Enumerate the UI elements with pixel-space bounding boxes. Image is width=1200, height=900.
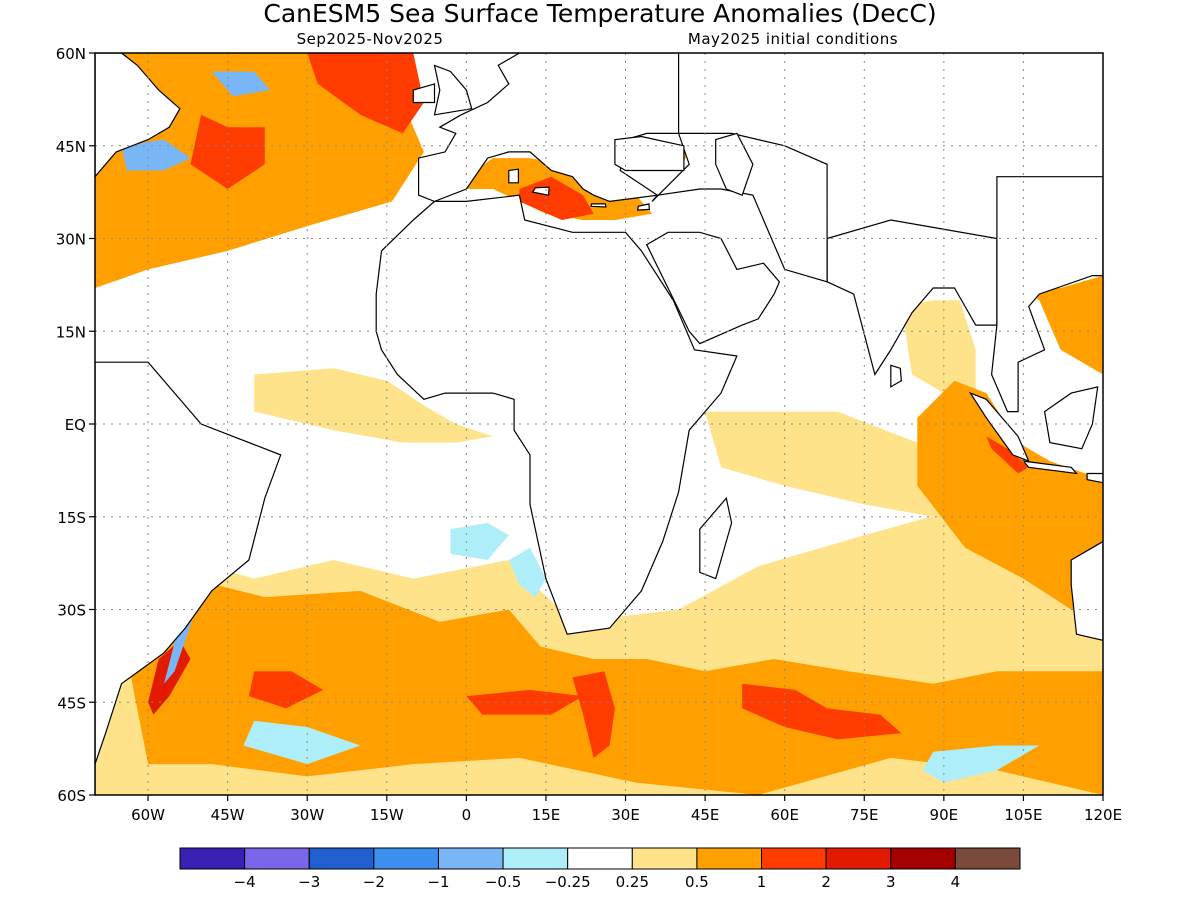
- lon-tick-label: 45E: [691, 806, 720, 824]
- land-north-america: [95, 53, 181, 178]
- land-sumatra: [968, 391, 1030, 463]
- colorbar-label: −0.25: [545, 873, 591, 891]
- lat-tick-label: 30S: [57, 602, 86, 620]
- colorbar: −4 −3 −2 −1 −0.5 −0.25 0.25 0.5 1 2 3 4: [179, 847, 1021, 891]
- anomaly-region-1: [121, 578, 1103, 795]
- land-great-britain: [433, 64, 473, 116]
- lat-tick-label: 45S: [57, 694, 86, 712]
- colorbar-swatch: [696, 847, 763, 870]
- anomaly-region-20: [917, 380, 1103, 610]
- lon-tick-label: 15E: [532, 806, 561, 824]
- lat-tick-label: 60S: [57, 787, 86, 805]
- subtitle-season: Sep2025-Nov2025: [297, 30, 444, 48]
- anomaly-region-21: [1007, 275, 1103, 375]
- lon-tick-label: 30E: [611, 806, 640, 824]
- lat-tick-label: EQ: [65, 416, 86, 434]
- anomaly-layer: [95, 53, 1103, 795]
- land-ireland: [412, 83, 436, 104]
- land-se-asia: [990, 176, 1103, 413]
- land-java: [1021, 460, 1078, 475]
- colorbar-swatch: [825, 847, 892, 870]
- subtitle-initial-conditions: May2025 initial conditions: [688, 30, 898, 48]
- colorbar-swatch: [437, 847, 504, 870]
- anomaly-region-16: [211, 71, 271, 97]
- graticule: [95, 53, 1103, 795]
- colorbar-swatch: [631, 847, 698, 870]
- land-cyprus: [636, 203, 651, 211]
- land-south-america: [95, 361, 282, 795]
- land-india: [826, 219, 998, 376]
- colorbar-label: 0.25: [616, 873, 649, 891]
- land-layer: [95, 53, 1103, 795]
- lon-tick-label: 30W: [290, 806, 324, 824]
- lat-tick-label: 15N: [56, 323, 86, 341]
- lake-black-sea: [614, 135, 685, 172]
- lon-tick-label: 45W: [211, 806, 245, 824]
- colorbar-swatch: [567, 847, 633, 870]
- land-sicily: [531, 186, 550, 196]
- colorbar-label: −4: [234, 873, 256, 891]
- lon-tick-label: 105E: [1004, 806, 1042, 824]
- anomaly-region-17: [254, 368, 493, 443]
- lon-tick-label: 0: [462, 806, 472, 824]
- colorbar-swatch: [244, 847, 310, 870]
- anomaly-region-8: [243, 720, 361, 765]
- land-sri-lanka: [890, 364, 903, 388]
- latitude-labels: 60N 45N 30N 15N EQ 15S 30S 45S 60S: [56, 45, 95, 805]
- lon-tick-label: 60E: [770, 806, 799, 824]
- anomaly-region-13: [307, 53, 424, 134]
- lon-tick-label: 60W: [131, 806, 165, 824]
- colorbar-swatch: [761, 847, 827, 870]
- colorbar-swatch: [308, 847, 375, 870]
- anomaly-region-11: [508, 547, 546, 598]
- anomaly-region-5: [742, 683, 902, 740]
- lat-tick-label: 30N: [56, 231, 86, 249]
- lat-tick-label: 60N: [56, 45, 86, 63]
- colorbar-label: 2: [821, 873, 831, 891]
- lon-tick-label: 120E: [1084, 806, 1122, 824]
- colorbar-label: 0.5: [685, 873, 709, 891]
- anomaly-region-3: [466, 689, 584, 715]
- land-asia-interior: [651, 132, 828, 283]
- colorbar-swatch: [890, 847, 956, 870]
- lon-tick-label: 15W: [370, 806, 404, 824]
- anomaly-region-19: [901, 300, 976, 394]
- anomaly-region-2: [248, 671, 324, 709]
- anomaly-region-10: [450, 522, 509, 560]
- land-crete: [590, 203, 607, 208]
- colorbar-swatch: [179, 847, 246, 870]
- anomaly-region-4: [572, 671, 615, 758]
- colorbar-swatch: [502, 847, 569, 870]
- colorbar-label: 4: [951, 873, 961, 891]
- colorbar-label: −1: [427, 873, 449, 891]
- colorbar-swatch: [373, 847, 439, 870]
- land-madagascar: [699, 496, 733, 580]
- lake-caspian: [715, 132, 754, 196]
- land-borneo: [1043, 386, 1099, 450]
- land-arabia: [645, 231, 781, 345]
- colorbar-label: −3: [298, 873, 320, 891]
- colorbar-label: 1: [757, 873, 767, 891]
- colorbar-label: −2: [363, 873, 385, 891]
- colorbar-label: 3: [886, 873, 896, 891]
- anomaly-region-15: [121, 139, 191, 171]
- colorbar-label: −0.5: [485, 873, 521, 891]
- land-africa: [375, 194, 738, 635]
- lon-tick-label: 90E: [930, 806, 959, 824]
- land-australia: [1070, 540, 1103, 642]
- map-title: CanESM5 Sea Surface Temperature Anomalie…: [263, 0, 936, 28]
- land-new-guinea-west: [1086, 472, 1103, 484]
- lat-tick-label: 15S: [57, 509, 86, 527]
- lon-tick-label: 75E: [850, 806, 879, 824]
- longitude-labels: 60W 45W 30W 15W 0 15E 30E 45E 60E 75E 90E 105E 120E: [131, 795, 1122, 824]
- anomaly-region-7: [164, 609, 196, 684]
- map-plot-area: [95, 53, 1103, 795]
- lat-tick-label: 45N: [56, 138, 86, 156]
- land-sardinia: [508, 168, 520, 184]
- anomaly-region-9: [922, 745, 1040, 783]
- colorbar-swatch: [954, 847, 1021, 870]
- anomaly-region-25: [986, 436, 1029, 474]
- anomaly-region-14: [190, 114, 265, 189]
